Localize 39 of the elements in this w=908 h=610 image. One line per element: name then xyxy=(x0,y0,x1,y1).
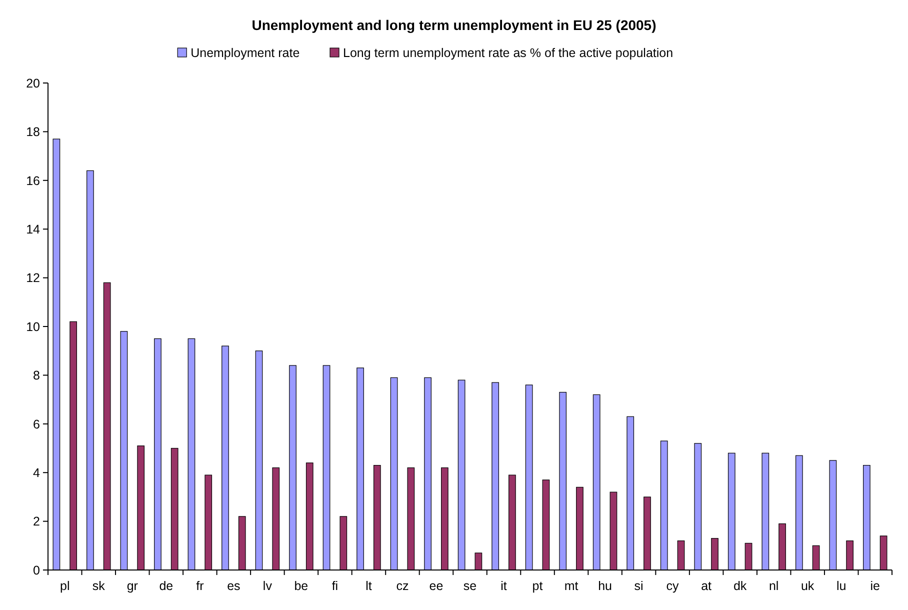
x-tick-label: pt xyxy=(532,579,544,593)
y-tick-label: 14 xyxy=(26,222,40,236)
x-tick-label: cy xyxy=(666,579,680,593)
x-tick-label: se xyxy=(463,579,477,593)
y-tick-label: 6 xyxy=(33,417,40,432)
y-tick-label: 20 xyxy=(26,76,40,90)
x-tick-label: it xyxy=(500,579,508,593)
y-tick-label: 2 xyxy=(33,514,40,529)
legend-label: Unemployment rate xyxy=(190,46,300,60)
x-tick-label: hu xyxy=(598,579,612,593)
x-tick-label: fr xyxy=(196,579,204,593)
x-tick-label: uk xyxy=(801,579,815,593)
x-tick-label: dk xyxy=(733,579,748,593)
x-tick-label: lv xyxy=(262,579,273,593)
x-tick-label: at xyxy=(701,579,712,593)
chart-title: Unemployment and long term unemployment in EU 25 (2005) xyxy=(252,17,656,33)
x-tick-label: es xyxy=(227,579,240,593)
x-tick-label: be xyxy=(294,579,308,593)
y-tick-label: 16 xyxy=(26,174,40,188)
x-tick-label: ie xyxy=(870,579,880,593)
x-tick-label: cz xyxy=(396,579,409,593)
y-tick-label: 0 xyxy=(33,563,40,578)
x-tick-label: lu xyxy=(836,579,846,593)
x-tick-label: fi xyxy=(332,579,338,593)
x-tick-label: mt xyxy=(564,579,579,593)
x-tick-label: pl xyxy=(60,579,70,593)
x-tick-label: sk xyxy=(92,579,106,593)
legend-label: Long term unemployment rate as % of the active population xyxy=(343,46,674,60)
x-tick-label: lt xyxy=(366,579,372,593)
x-tick-label: de xyxy=(159,579,174,593)
x-tick-label: ee xyxy=(429,579,444,593)
y-tick-label: 12 xyxy=(26,271,40,286)
y-tick-label: 10 xyxy=(26,320,40,334)
y-tick-label: 4 xyxy=(33,466,40,480)
y-tick-label: 8 xyxy=(33,368,40,383)
x-tick-label: nl xyxy=(768,579,779,593)
x-tick-label: si xyxy=(634,579,644,593)
x-tick-label: gr xyxy=(126,579,138,593)
y-tick-label: 18 xyxy=(26,125,40,140)
